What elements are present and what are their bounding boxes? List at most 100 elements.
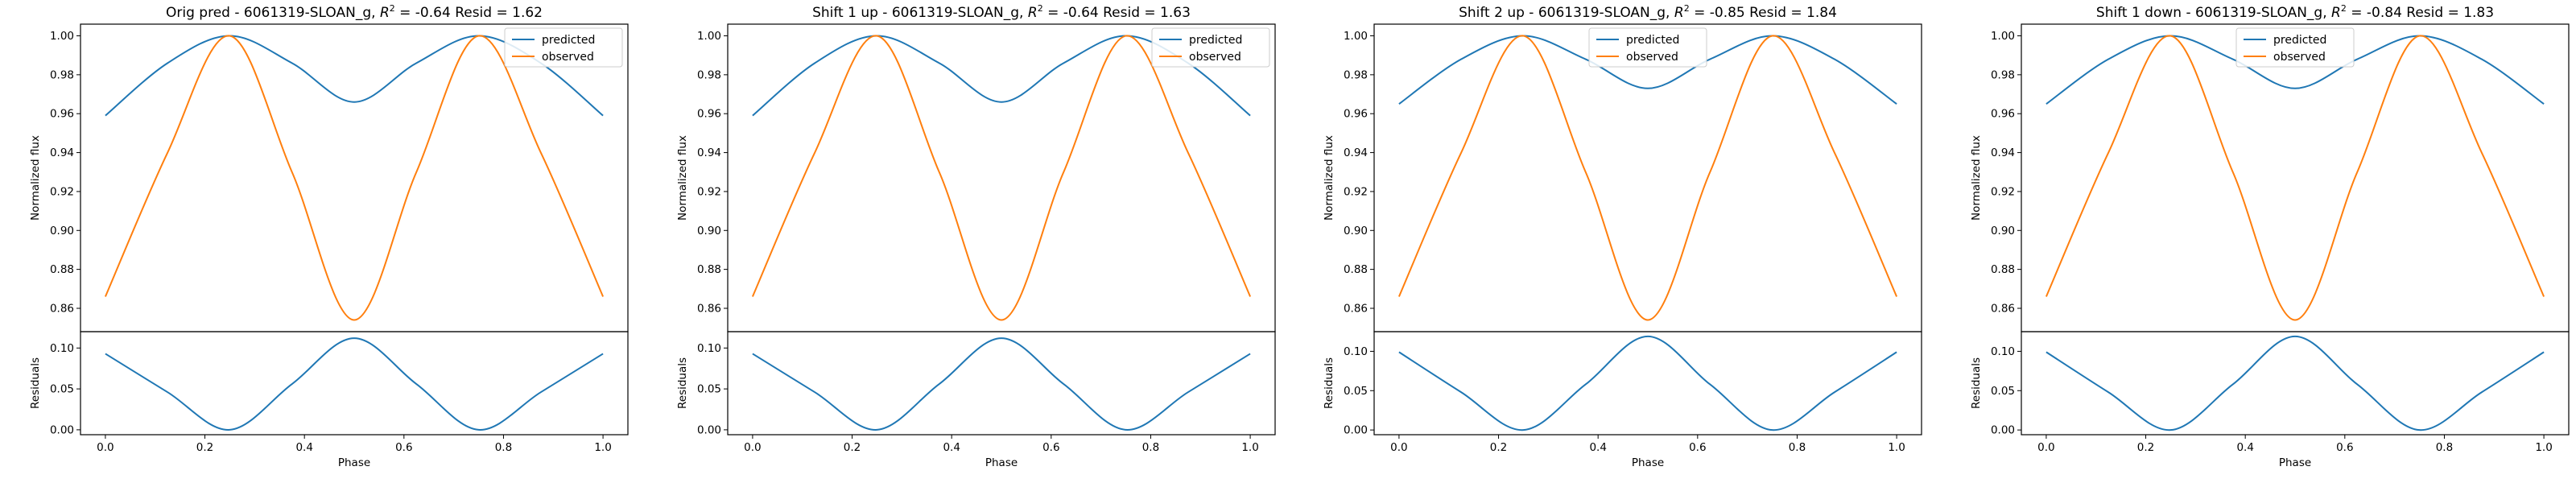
x-tick-label: 0.4	[943, 441, 960, 454]
title-stats: = -0.84 Resid = 1.83	[2347, 5, 2494, 21]
x-tick-label: 0.0	[1390, 441, 1407, 454]
residual-y-tick-label: 0.05	[50, 383, 74, 396]
title-text: Orig pred - 6061319-SLOAN_g,	[166, 5, 380, 21]
residual-axes-frame	[1373, 331, 1922, 436]
title-r-symbol: R	[1674, 5, 1684, 21]
y-tick-label: 0.86	[50, 302, 74, 315]
y-tick-label: 0.90	[1344, 225, 1368, 237]
residual-axis-label: Residuals	[676, 357, 689, 409]
chart-panel-3: Shift 2 up - 6061319-SLOAN_g, R2 = -0.85…	[1323, 3, 1922, 469]
y-tick-label: 0.96	[1991, 108, 2015, 121]
x-tick-label: 0.4	[295, 441, 312, 454]
y-tick-label: 0.90	[697, 225, 721, 237]
y-tick-label: 0.92	[1344, 185, 1368, 198]
y-axis-label: Normalized flux	[1970, 135, 1983, 221]
y-axis-label: Normalized flux	[29, 135, 42, 221]
y-tick-label: 0.88	[1344, 263, 1368, 276]
y-tick-label: 0.88	[50, 263, 74, 276]
chart-title: Orig pred - 6061319-SLOAN_g, R2 = -0.64 …	[166, 3, 543, 21]
title-r-symbol: R	[2331, 5, 2341, 21]
title-text: Shift 2 up - 6061319-SLOAN_g,	[1459, 5, 1674, 21]
main-axes-frame	[1373, 23, 1922, 332]
legend-label-observed: observed	[542, 51, 594, 64]
residual-y-tick-label: 0.05	[1344, 385, 1368, 398]
x-tick-label: 0.0	[2037, 441, 2054, 454]
y-tick-label: 0.94	[1991, 147, 2015, 159]
y-tick-label: 0.98	[697, 68, 721, 81]
x-tick-label: 0.2	[2137, 441, 2154, 454]
residual-y-tick-label: 0.00	[50, 423, 74, 436]
title-r-symbol: R	[380, 5, 390, 21]
y-axis-label: Normalized flux	[1323, 135, 1335, 221]
y-tick-label: 0.98	[1344, 68, 1368, 81]
x-tick-label: 0.2	[196, 441, 213, 454]
main-axes-frame	[80, 23, 629, 332]
y-tick-label: 0.94	[697, 147, 721, 159]
y-tick-label: 1.00	[50, 30, 74, 43]
y-tick-label: 1.00	[697, 30, 721, 43]
title-r-symbol: R	[1028, 5, 1038, 21]
x-tick-label: 0.2	[844, 441, 861, 454]
x-tick-label: 1.0	[1888, 441, 1905, 454]
y-tick-label: 0.86	[697, 302, 721, 315]
y-tick-label: 0.94	[50, 147, 74, 159]
y-tick-label: 0.94	[1344, 147, 1368, 159]
y-tick-label: 0.98	[1991, 68, 2015, 81]
x-tick-label: 1.0	[1241, 441, 1258, 454]
residual-axes-frame	[80, 331, 629, 436]
legend-label-predicted: predicted	[1626, 34, 1679, 47]
x-tick-label: 0.8	[1142, 441, 1159, 454]
y-tick-label: 0.92	[1991, 185, 2015, 198]
residual-y-tick-label: 0.00	[1344, 424, 1368, 437]
x-axis-label: Phase	[985, 456, 1018, 469]
residual-y-tick-label: 0.10	[50, 342, 74, 355]
y-tick-label: 1.00	[1344, 30, 1368, 43]
y-tick-label: 0.86	[1344, 302, 1368, 315]
x-tick-label: 0.4	[1589, 441, 1606, 454]
y-tick-label: 1.00	[1991, 30, 2015, 43]
legend: predicted observed	[504, 27, 623, 68]
legend-label-observed: observed	[2273, 51, 2326, 64]
series-line-observed	[751, 35, 1252, 321]
y-tick-label: 0.92	[50, 185, 74, 198]
chart-title: Shift 1 down - 6061319-SLOAN_g, R2 = -0.…	[2096, 3, 2494, 21]
x-axis-label: Phase	[2279, 456, 2311, 469]
series-line-observed	[104, 35, 605, 321]
residual-line	[1398, 335, 1897, 431]
residual-line	[752, 337, 1251, 431]
chart-panel-2: Shift 1 up - 6061319-SLOAN_g, R2 = -0.64…	[676, 3, 1276, 469]
x-tick-label: 0.4	[2236, 441, 2253, 454]
title-stats: = -0.64 Resid = 1.63	[1043, 5, 1191, 21]
y-tick-label: 0.98	[50, 68, 74, 81]
x-tick-label: 0.6	[1042, 441, 1059, 454]
main-axes-frame	[2021, 23, 2570, 332]
chart-panel-4: Shift 1 down - 6061319-SLOAN_g, R2 = -0.…	[1970, 3, 2570, 469]
legend-label-predicted: predicted	[542, 34, 595, 47]
title-text: Shift 1 down - 6061319-SLOAN_g,	[2096, 5, 2331, 21]
title-stats: = -0.85 Resid = 1.84	[1690, 5, 1837, 21]
legend-label-observed: observed	[1626, 51, 1678, 64]
x-tick-label: 0.6	[1689, 441, 1706, 454]
residual-axes-frame	[2021, 331, 2570, 436]
residual-axis-label: Residuals	[1323, 357, 1335, 409]
y-tick-label: 0.90	[1991, 225, 2015, 237]
x-axis-label: Phase	[338, 456, 370, 469]
legend-label-predicted: predicted	[1189, 34, 1242, 47]
series-line-observed	[2045, 35, 2545, 321]
residual-axis-label: Residuals	[29, 357, 42, 409]
x-tick-label: 0.8	[2436, 441, 2453, 454]
x-tick-label: 0.6	[395, 441, 412, 454]
y-tick-label: 0.88	[697, 263, 721, 276]
y-tick-label: 0.96	[50, 108, 74, 121]
residual-y-tick-label: 0.10	[1344, 345, 1368, 358]
chart-title: Shift 2 up - 6061319-SLOAN_g, R2 = -0.85…	[1459, 3, 1837, 21]
chart-panel-1: Orig pred - 6061319-SLOAN_g, R2 = -0.64 …	[29, 3, 629, 469]
y-tick-label: 0.88	[1991, 263, 2015, 276]
x-axis-label: Phase	[1632, 456, 1664, 469]
residual-y-tick-label: 0.05	[697, 383, 721, 396]
x-tick-label: 0.0	[97, 441, 114, 454]
residual-line	[2046, 335, 2545, 431]
y-axis-label: Normalized flux	[676, 135, 689, 221]
main-axes-frame	[727, 23, 1276, 332]
